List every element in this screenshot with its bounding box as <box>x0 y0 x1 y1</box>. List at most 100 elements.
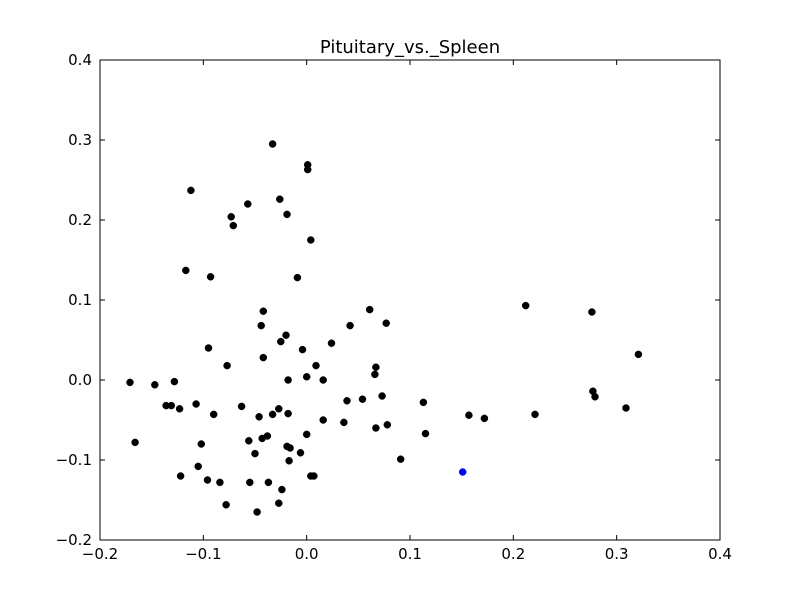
chart-title: Pituitary_vs._Spleen <box>320 37 500 58</box>
data-point <box>131 438 139 447</box>
data-point <box>258 434 266 443</box>
data-point <box>296 449 305 457</box>
data-point <box>245 437 253 445</box>
data-point <box>275 499 283 507</box>
x-tick-label: 0.1 <box>398 545 422 563</box>
data-point <box>268 410 277 419</box>
data-point <box>203 476 212 484</box>
x-tick-label: −0.1 <box>185 545 221 563</box>
plot-area <box>100 60 720 540</box>
y-tick-label: −0.2 <box>56 531 92 549</box>
data-point <box>209 410 218 419</box>
data-point <box>167 401 176 410</box>
data-point <box>251 449 259 458</box>
data-point <box>286 444 294 452</box>
data-point <box>310 472 318 480</box>
x-tick-label: 0.2 <box>501 545 525 563</box>
data-point <box>259 353 268 362</box>
data-point <box>223 361 231 370</box>
x-tick-label: 0.4 <box>708 545 732 563</box>
data-point <box>634 350 643 359</box>
data-point <box>197 440 206 448</box>
data-point <box>264 478 273 487</box>
data-point <box>531 410 539 419</box>
y-tick-label: −0.1 <box>56 451 92 469</box>
data-point <box>298 345 307 354</box>
data-point <box>182 266 190 275</box>
data-point <box>284 376 292 384</box>
data-point <box>170 377 179 386</box>
data-point <box>396 455 405 463</box>
data-point <box>419 398 428 407</box>
y-tick-label: 0.1 <box>68 291 92 309</box>
data-point <box>255 413 263 421</box>
data-point <box>480 414 489 423</box>
data-point <box>126 378 134 387</box>
x-tick-label: 0.0 <box>295 545 319 563</box>
data-point <box>284 409 292 418</box>
x-tick-label: −0.2 <box>82 545 118 563</box>
data-point <box>293 273 302 282</box>
data-point <box>327 339 336 347</box>
data-point <box>319 376 327 384</box>
data-point <box>343 397 351 405</box>
data-point <box>268 140 277 148</box>
data-point <box>346 321 354 330</box>
data-point <box>378 392 386 400</box>
data-point <box>237 402 246 411</box>
data-point <box>383 421 392 429</box>
highlighted-data-point <box>458 468 467 476</box>
data-point <box>276 195 284 203</box>
y-tick-label: 0.4 <box>68 51 92 69</box>
data-point <box>358 395 367 403</box>
data-point <box>277 337 285 346</box>
data-point <box>303 165 312 174</box>
data-points <box>126 140 643 516</box>
data-point <box>312 361 320 370</box>
data-point <box>222 501 230 509</box>
y-tick-label: 0.2 <box>68 211 92 229</box>
data-point <box>176 472 185 480</box>
x-tick-label: 0.3 <box>605 545 629 563</box>
plot-frame <box>99 59 721 541</box>
data-point <box>253 508 261 516</box>
data-point <box>187 186 195 195</box>
data-point <box>372 424 380 432</box>
data-point <box>244 200 252 208</box>
axis-ticks: −0.2 −0.1 0.0 0.1 0.2 0.3 0.4 −0.2 −0.1 0.0 0.1 0.2… <box>56 51 732 563</box>
data-point <box>302 430 311 439</box>
data-point <box>206 273 215 281</box>
data-point <box>192 400 200 408</box>
data-point <box>194 462 202 471</box>
data-point <box>283 210 291 219</box>
data-point <box>340 418 348 427</box>
data-point <box>465 411 473 419</box>
data-point <box>307 236 315 244</box>
data-point <box>227 213 235 221</box>
data-point <box>302 373 311 381</box>
data-point <box>319 416 327 424</box>
data-point <box>365 305 374 314</box>
data-point <box>372 363 380 371</box>
data-point <box>371 370 379 379</box>
data-point <box>151 381 159 389</box>
data-point <box>278 485 286 494</box>
y-tick-label: 0.3 <box>68 131 92 149</box>
data-point <box>246 478 254 487</box>
data-point <box>229 221 238 230</box>
data-point <box>285 457 293 465</box>
y-tick-label: 0.0 <box>68 371 92 389</box>
data-point <box>275 405 283 413</box>
data-point <box>622 404 630 412</box>
data-point <box>175 405 184 413</box>
data-point <box>382 319 390 327</box>
data-point <box>204 344 213 352</box>
data-point <box>216 478 224 487</box>
data-point <box>588 308 596 316</box>
data-point <box>259 307 268 315</box>
data-point <box>282 331 290 339</box>
data-point <box>257 321 265 330</box>
data-point <box>421 429 430 438</box>
data-point <box>591 393 599 401</box>
